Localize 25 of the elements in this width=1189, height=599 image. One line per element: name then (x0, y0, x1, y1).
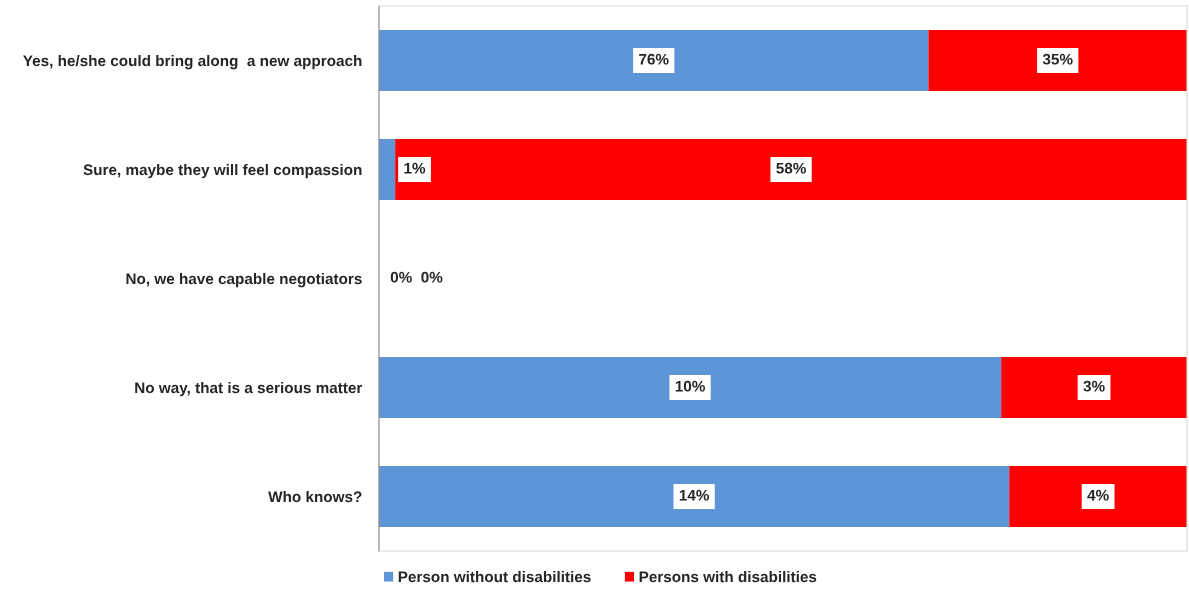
bar (379, 29, 929, 92)
legend-label: Persons with disabilities (639, 571, 817, 583)
y-tick-label: No way, that is a serious matter (135, 381, 363, 397)
bar (928, 29, 1187, 92)
y-tick-label: Yes, he/she could bring along a new approach (23, 54, 362, 70)
annotation: 35% (1042, 53, 1073, 65)
bar (379, 465, 1010, 528)
bar (379, 356, 1002, 419)
y-tick-label: Sure, maybe they will feel compassion (83, 163, 362, 179)
bar (1001, 356, 1187, 419)
annotation: 3% (1083, 380, 1105, 392)
bar (395, 138, 1187, 201)
y-tick-label: Who knows? (268, 490, 362, 503)
bar (1009, 465, 1187, 528)
annotation: 0% (421, 271, 443, 283)
annotation: 10% (675, 380, 705, 392)
annotation: 0% (390, 271, 412, 283)
annotation: 14% (679, 489, 710, 501)
annotation: 76% (639, 53, 669, 65)
y-tick-label: No, we have capable negotiators (126, 272, 362, 288)
bar (379, 138, 396, 201)
annotation: 58% (776, 162, 806, 174)
annotation: 1% (404, 162, 426, 174)
legend-label: Person without disabilities (398, 571, 591, 583)
annotation: 4% (1087, 489, 1109, 501)
